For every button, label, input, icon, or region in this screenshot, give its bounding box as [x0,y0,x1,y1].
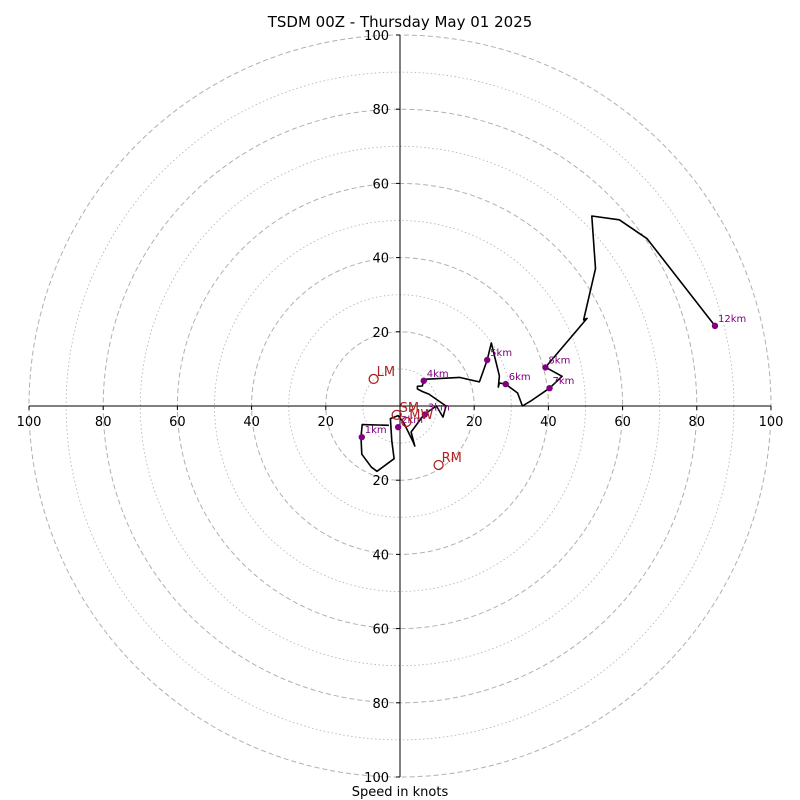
y-tick-label: 20 [372,474,389,489]
hodograph-trace [360,215,716,473]
height-label-1km: 1km [365,425,387,436]
storm-motion-rm [433,459,444,471]
height-marker-7km [546,384,553,392]
height-marker-4km [420,377,427,384]
height-label-8km: 8km [548,355,570,366]
storm-motion-mw [401,416,412,428]
x-tick-label: 60 [614,415,631,430]
height-marker-12km [711,322,719,330]
storm-motion-label-rm: RM [442,451,462,466]
height-marker-2km [394,423,402,431]
y-tick-label: 20 [372,326,389,341]
y-tick-label: 60 [372,623,389,638]
height-label-4km: 4km [427,369,449,380]
height-label-7km: 7km [553,376,575,387]
x-axis-label: Speed in knots [352,785,449,800]
x-tick-label: 40 [243,415,260,430]
y-tick-label: 40 [372,548,389,563]
height-marker-3km [421,411,429,418]
storm-motion-label-mw: MW [409,408,433,423]
x-tick-label: 60 [169,415,186,430]
y-tick-label: 100 [364,771,389,786]
y-tick-label: 80 [372,103,389,118]
height-label-12km: 12km [718,314,746,325]
height-marker-1km [358,433,365,441]
x-tick-label: 80 [689,415,706,430]
storm-motion-label-sm: SM [400,401,419,416]
x-tick-label: 40 [540,415,557,430]
height-label-5km: 5km [490,348,512,359]
y-tick-label: 80 [372,697,389,712]
y-tick-label: 60 [372,177,389,192]
chart-title: TSDM 00Z - Thursday May 01 2025 [267,13,533,31]
storm-motion-label-lm: LM [377,365,395,380]
storm-motion-sm [391,409,402,421]
height-marker-5km [483,356,491,364]
x-tick-label: 100 [17,415,42,430]
height-marker-6km [502,380,509,388]
tick-labels: 100 100 80 80 60 60 40 40 20 20 20 20 40 40 60 60 80 80 10… [17,29,784,786]
height-marker-8km [542,364,549,371]
x-tick-label: 80 [95,415,112,430]
height-markers: 1km 2km 3km 4km 5km 6km 7km 8km 12km [358,314,746,441]
axes [29,35,771,777]
hodograph-line [360,215,716,473]
x-tick-label: 100 [759,415,784,430]
height-label-3km: 3km [428,403,450,414]
storm-motion-lm [368,373,379,385]
x-tick-label: 20 [318,415,335,430]
height-label-2km: 2km [401,415,423,426]
height-label-6km: 6km [509,372,531,383]
x-tick-label: 20 [466,415,483,430]
y-tick-label: 100 [364,29,389,44]
y-tick-label: 40 [372,252,389,267]
